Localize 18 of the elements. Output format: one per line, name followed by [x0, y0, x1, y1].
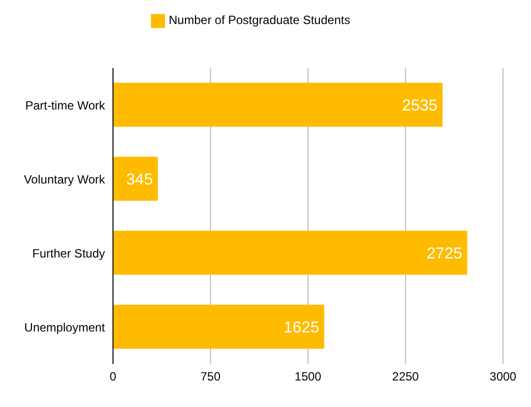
y-tick-label: Unemployment — [24, 320, 106, 334]
x-tick-label: 3000 — [490, 370, 517, 384]
y-tick-label: Part-time Work — [25, 98, 106, 112]
data-label: 2725 — [426, 245, 462, 262]
data-label: 2535 — [402, 97, 438, 114]
y-tick-label: Further Study — [32, 246, 105, 260]
data-label: 1625 — [284, 319, 320, 336]
y-tick-label: Voluntary Work — [24, 172, 106, 186]
x-tick-label: 1500 — [294, 370, 322, 384]
bar — [113, 82, 443, 127]
x-tick-label: 0 — [110, 370, 117, 384]
bar — [113, 304, 324, 349]
bar — [113, 156, 158, 201]
data-label: 345 — [126, 171, 153, 188]
legend-label: Number of Postgraduate Students — [168, 13, 350, 27]
x-tick-label: 2250 — [392, 370, 420, 384]
x-tick-label: 750 — [200, 370, 221, 384]
bar — [113, 230, 468, 275]
